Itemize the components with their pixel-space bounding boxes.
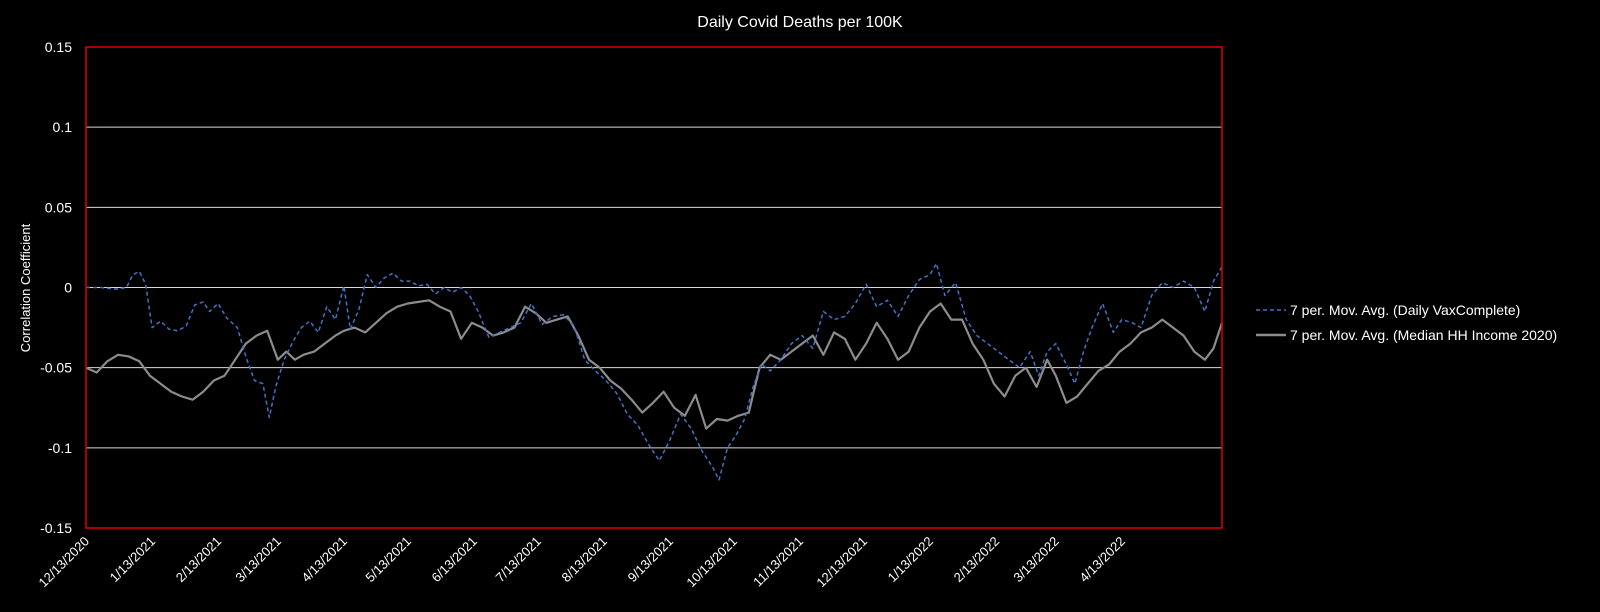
x-tick-label: 9/13/2021 — [625, 534, 677, 586]
x-tick-label: 7/13/2021 — [492, 534, 544, 586]
legend: 7 per. Mov. Avg. (Daily VaxComplete) 7 p… — [1256, 302, 1557, 343]
x-tick-label: 4/13/2022 — [1076, 534, 1128, 586]
x-tick-label: 1/13/2022 — [885, 534, 937, 586]
y-tick-label: 0 — [64, 280, 72, 296]
legend-label-vax: 7 per. Mov. Avg. (Daily VaxComplete) — [1290, 302, 1520, 318]
x-tick-label: 2/13/2021 — [173, 534, 225, 586]
y-tick-label: 0.05 — [45, 199, 72, 215]
x-tick-label: 11/13/2021 — [750, 534, 806, 590]
x-tick-label: 3/13/2022 — [1010, 534, 1062, 586]
y-tick-label: 0.15 — [45, 39, 72, 55]
legend-entry-income: 7 per. Mov. Avg. (Median HH Income 2020) — [1256, 327, 1557, 343]
x-tick-label: 5/13/2021 — [362, 534, 414, 586]
x-tick-label: 12/13/2021 — [813, 534, 870, 591]
x-tick-label: 2/13/2022 — [951, 534, 1003, 586]
gridlines — [86, 126, 1222, 449]
x-tick-label: 12/13/2020 — [35, 534, 92, 591]
y-tick-label: -0.05 — [40, 360, 72, 376]
series-line-income — [85, 299, 1224, 430]
x-tick-label: 3/13/2021 — [232, 534, 284, 586]
x-tick-label: 6/13/2021 — [429, 534, 481, 586]
series-line-vax — [86, 262, 1223, 481]
plot-area-border — [85, 46, 1223, 529]
x-tick-label: 1/13/2021 — [107, 534, 159, 586]
x-tick-label: 8/13/2021 — [559, 534, 611, 586]
chart-title: Daily Covid Deaths per 100K — [697, 14, 903, 31]
legend-label-income: 7 per. Mov. Avg. (Median HH Income 2020) — [1290, 327, 1557, 343]
y-axis-ticks: 0.15 0.1 0.05 0 -0.05 -0.1 -0.15 — [40, 39, 72, 536]
series-layer — [85, 262, 1224, 481]
y-tick-label: 0.1 — [53, 119, 73, 135]
y-axis-label: Correlation Coefficient — [18, 223, 33, 352]
y-tick-label: -0.15 — [40, 520, 72, 536]
y-tick-label: -0.1 — [48, 440, 72, 456]
x-axis-ticks: 12/13/2020 1/13/2021 2/13/2021 3/13/2021 4/1… — [35, 534, 1127, 591]
legend-entry-vax: 7 per. Mov. Avg. (Daily VaxComplete) — [1256, 302, 1520, 318]
x-tick-label: 4/13/2021 — [299, 534, 351, 586]
x-tick-label: 10/13/2021 — [683, 534, 740, 591]
